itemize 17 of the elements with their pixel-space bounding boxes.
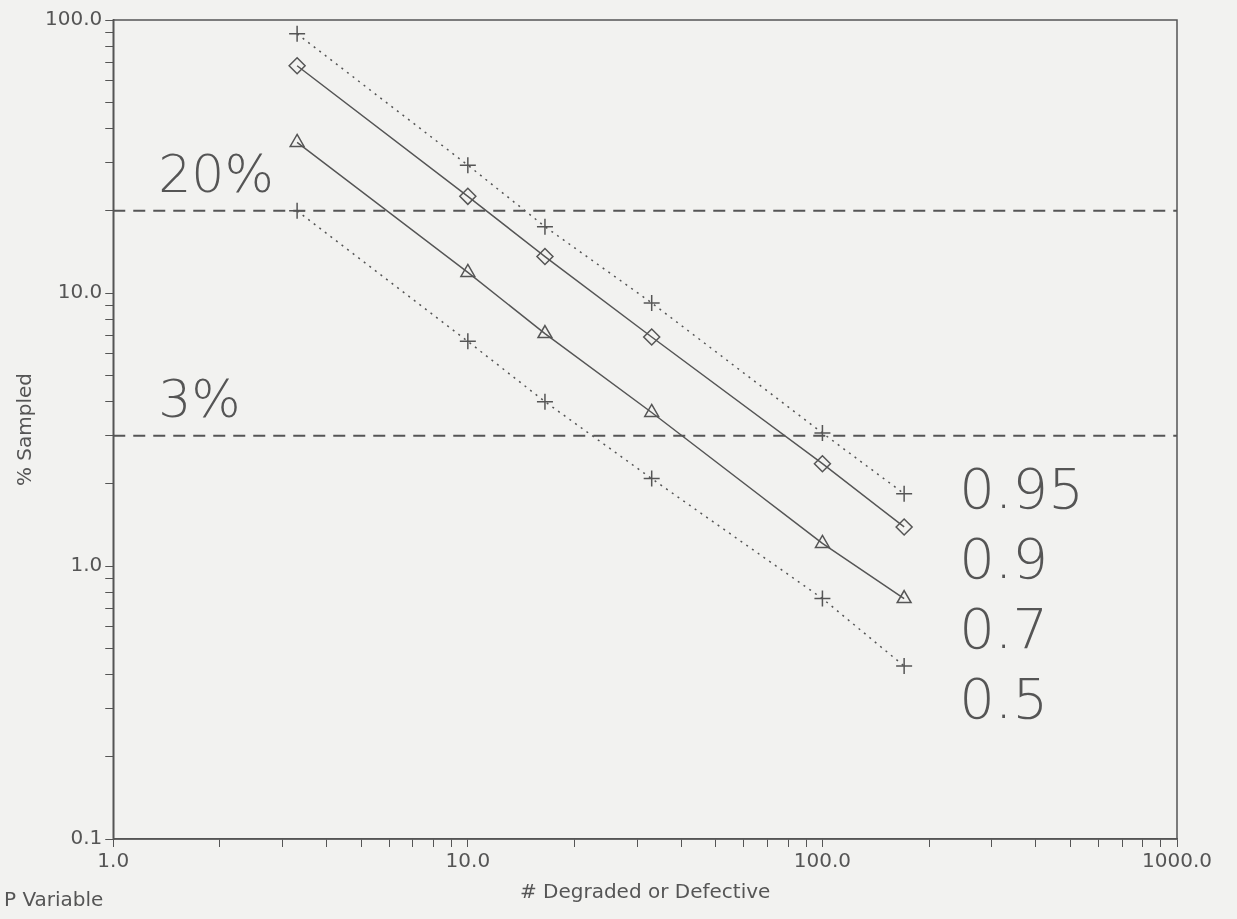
- series-label: 0.7: [959, 596, 1049, 662]
- series-label: 0.9: [959, 526, 1049, 592]
- x-tick-label: 100.0: [793, 848, 852, 873]
- y-tick-label: 100.0: [44, 6, 103, 31]
- y-tick-label: 10.0: [57, 279, 103, 304]
- x-axis-title: # Degraded or Defective: [519, 879, 771, 904]
- x-tick-label: 1000.0: [1142, 848, 1212, 873]
- x-tick-label: 1.0: [97, 848, 130, 873]
- y-axis-title: % Sampled: [12, 372, 37, 487]
- series-label: 0.95: [959, 456, 1084, 522]
- text: P Variable: [4, 887, 104, 912]
- y-tick-label: 0.1: [70, 825, 103, 850]
- y-tick-label: 1.0: [70, 552, 103, 577]
- series-label: 0.5: [959, 666, 1049, 732]
- ref-line-label: 20%: [158, 144, 274, 205]
- x-tick-label: 10.0: [445, 848, 491, 873]
- ref-line-label: 3%: [158, 369, 241, 430]
